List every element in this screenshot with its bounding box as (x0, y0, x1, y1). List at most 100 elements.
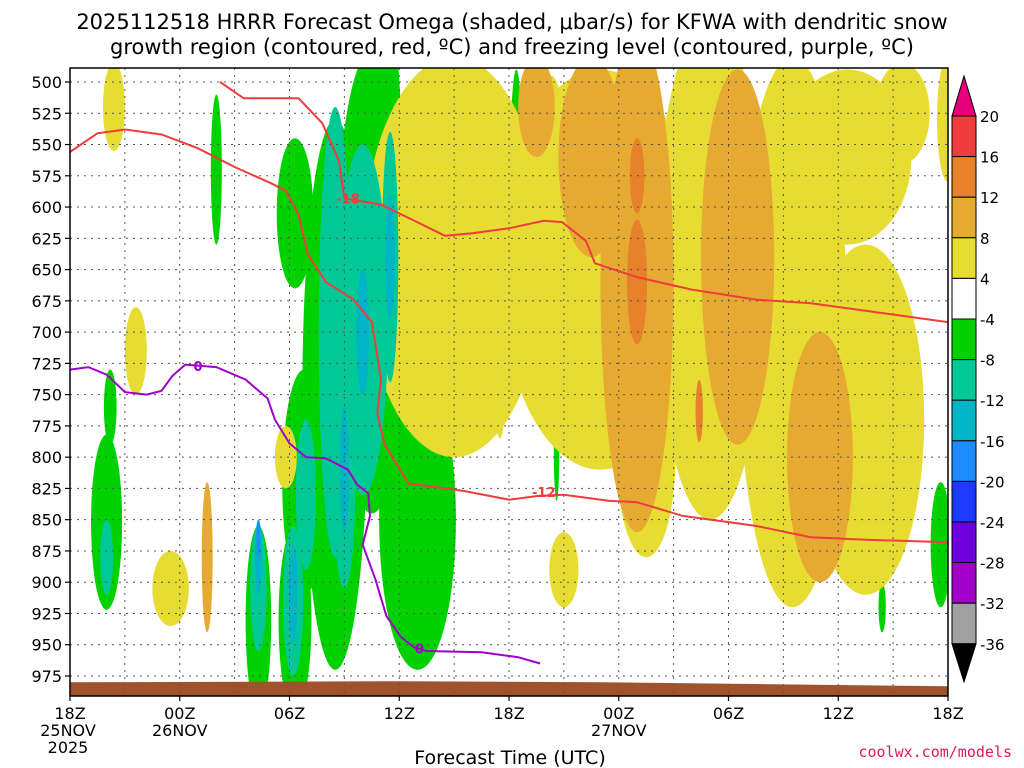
colorbar-swatch (951, 115, 977, 158)
downward-motion-region (549, 532, 579, 608)
upward-motion-region (339, 407, 349, 533)
dgz-contour-label: -18 (336, 192, 360, 207)
colorbar-label: -28 (980, 555, 1005, 573)
downward-motion-region (102, 68, 125, 151)
y-axis: 500 525 550 575 600 625 650 675 700 725 750 775 800 8… (31, 73, 70, 686)
credit-text[interactable]: coolwx.com/models (858, 743, 1012, 761)
plot-area: -18 -12 0 0 (70, 68, 948, 696)
chart-title-line2: growth region (contoured, red, ºC) and f… (110, 35, 914, 59)
x-tick-label: 00Z (603, 704, 634, 723)
colorbar-swatch (951, 562, 977, 604)
x-tick-label: 18Z (932, 704, 963, 723)
colorbar-swatch (951, 277, 977, 320)
colorbar-label: 16 (980, 149, 999, 167)
colorbar-swatch (951, 237, 977, 279)
y-tick-label: 750 (31, 386, 62, 405)
y-tick-label: 825 (31, 479, 62, 498)
colorbar-label: 4 (980, 270, 990, 288)
upward-motion-region (288, 544, 298, 645)
y-tick-label: 700 (31, 323, 62, 342)
colorbar-swatch (951, 399, 977, 442)
downward-motion-region (937, 68, 948, 183)
freezing-level-label: 0 (415, 642, 424, 657)
x-tick-label: 18Z (493, 704, 524, 723)
downward-motion-region (701, 69, 775, 445)
y-tick-label: 875 (31, 542, 62, 561)
colorbar-label: -8 (980, 352, 995, 370)
downward-motion-region (274, 425, 297, 489)
x-tick-label: 12Z (384, 704, 415, 723)
colorbar-label: -20 (980, 473, 1005, 491)
dgz-contour-line (70, 128, 948, 544)
colorbar-label: -32 (980, 595, 1005, 613)
downward-motion-region (152, 550, 189, 626)
colorbar-swatch (951, 602, 977, 645)
x-axis-label: Forecast Time (UTC) (414, 747, 605, 768)
y-tick-label: 900 (31, 573, 62, 592)
y-tick-label: 800 (31, 448, 62, 467)
downward-motion-region (874, 68, 930, 164)
colorbar-swatch (951, 440, 977, 482)
x-tick-label: 12Z (823, 704, 854, 723)
x-tick-label: 26NOV (152, 721, 208, 740)
colorbar-swatch (951, 521, 977, 564)
x-tick-label: 18Z (54, 704, 85, 723)
y-tick-label: 950 (31, 636, 62, 655)
colorbar-swatch (951, 359, 977, 401)
upward-motion-region (878, 582, 886, 633)
chart-title-line1: 2025112518 HRRR Forecast Omega (shaded, … (76, 10, 947, 34)
y-tick-label: 550 (31, 136, 62, 155)
y-tick-label: 525 (31, 104, 62, 123)
y-tick-label: 775 (31, 417, 62, 436)
downward-motion-region (201, 482, 213, 633)
contour-layer: -18 -12 0 0 (70, 81, 948, 665)
y-tick-label: 850 (31, 511, 62, 530)
upward-motion-region (930, 482, 948, 608)
y-tick-label: 925 (31, 604, 62, 623)
downward-motion-region (518, 68, 555, 158)
y-tick-label: 575 (31, 167, 62, 186)
colorbar-label: -24 (980, 514, 1005, 532)
upward-motion-region (103, 369, 117, 445)
x-tick-label: 2025 (48, 738, 89, 757)
x-tick-label: 06Z (713, 704, 744, 723)
y-tick-label: 975 (31, 667, 62, 686)
dgz-contour-line (219, 81, 948, 324)
y-tick-label: 725 (31, 354, 62, 373)
x-tick-label: 27NOV (591, 721, 647, 740)
x-tick-label: 00Z (164, 704, 195, 723)
colorbar-under-arrow (951, 643, 977, 684)
x-tick-label: 06Z (274, 704, 305, 723)
colorbar: 20 16 12 8 4 -4 -8 -12 -16 -20 -24 -28 -32 -36 (951, 74, 1005, 684)
colorbar-swatch (951, 480, 977, 523)
upward-motion-region (100, 519, 113, 595)
upward-motion-region (385, 194, 395, 320)
downward-motion-region (476, 144, 506, 370)
upward-motion-region (276, 138, 314, 289)
colorbar-swatch (951, 196, 977, 239)
upward-motion-region (210, 94, 222, 245)
freezing-level-label: 0 (194, 360, 203, 375)
y-tick-label: 500 (31, 73, 62, 92)
colorbar-over-arrow (951, 74, 977, 117)
colorbar-label: 8 (980, 230, 990, 248)
downward-motion-region (695, 379, 703, 443)
colorbar-label: -12 (980, 392, 1005, 410)
colorbar-label: 12 (980, 189, 999, 207)
y-tick-label: 625 (31, 229, 62, 248)
y-tick-label: 600 (31, 198, 62, 217)
x-tick-label: 25NOV (40, 721, 96, 740)
colorbar-label: -16 (980, 433, 1005, 451)
freezing-level-line (70, 363, 541, 665)
colorbar-label: -4 (980, 311, 995, 329)
colorbar-swatch (951, 318, 977, 361)
y-tick-label: 675 (31, 292, 62, 311)
downward-motion-region (626, 219, 648, 345)
colorbar-swatch (951, 156, 977, 198)
dgz-contour-label: -12 (532, 486, 556, 501)
downward-motion-region (124, 307, 147, 395)
upward-motion-region (256, 519, 261, 558)
y-tick-label: 650 (31, 261, 62, 280)
